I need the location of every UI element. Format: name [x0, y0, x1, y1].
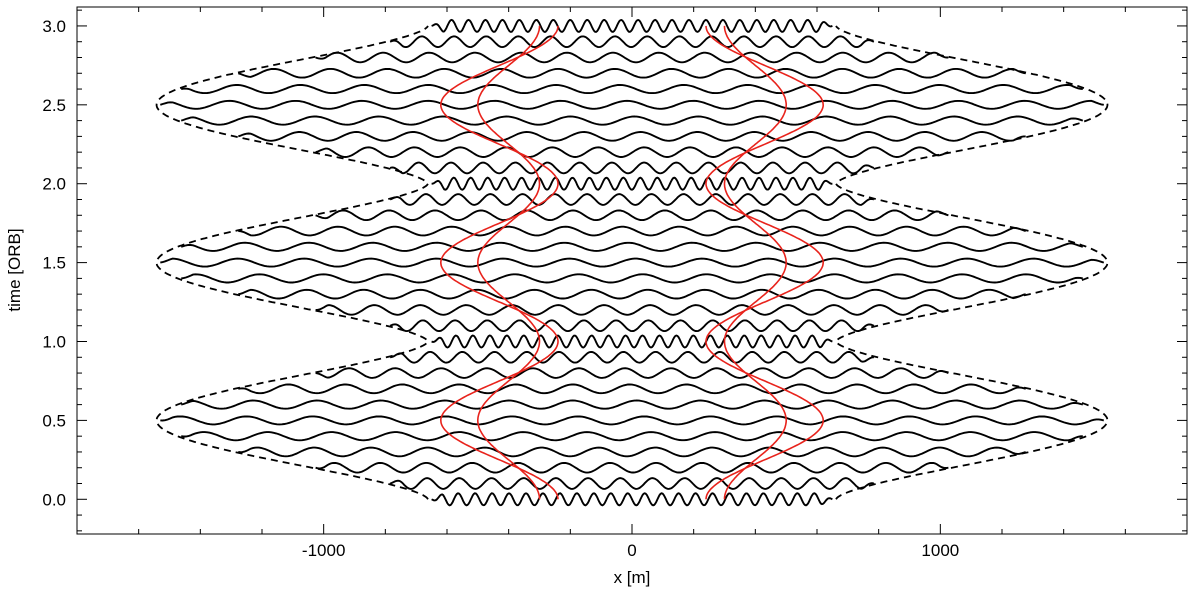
wave-trace: [180, 115, 1084, 126]
y-tick-label: 2.0: [42, 175, 66, 194]
wave-trace: [315, 367, 949, 379]
red-path: [723, 25, 788, 500]
wave-trace: [180, 399, 1084, 410]
x-tick-label: 0: [627, 541, 636, 560]
y-tick-label: 1.0: [42, 333, 66, 352]
x-tick-label: 1000: [921, 541, 959, 560]
red-path: [705, 25, 825, 500]
wave-trace: [180, 241, 1084, 252]
x-axis-label: x [m]: [614, 568, 651, 587]
y-axis-ticks: 0.0 0.5 1.0 1.5 2.0 2.5 3.0: [42, 9, 1187, 532]
wave-trace: [315, 146, 949, 158]
wave-trace: [315, 51, 949, 64]
wave-trace: [315, 304, 949, 316]
wave-trace: [431, 334, 833, 349]
x-axis-ticks: -1000 0 1000: [76, 7, 1188, 560]
wave-trace: [431, 176, 833, 191]
wave-trace: [238, 288, 1026, 300]
wave-trace: [238, 446, 1027, 458]
red-path: [476, 25, 541, 500]
red-paths: [439, 25, 825, 500]
wave-trace: [160, 415, 1105, 426]
wave-trace: [389, 161, 875, 175]
wave-traces: [159, 18, 1105, 507]
wave-trace: [431, 18, 833, 33]
wave-trace: [389, 35, 875, 49]
x-tick-label: -1000: [302, 541, 345, 560]
wave-trace: [389, 350, 874, 364]
wave-trace: [159, 99, 1104, 110]
wave-trace: [181, 273, 1083, 284]
envelope-right: [835, 25, 1109, 500]
wave-trace: [389, 477, 875, 490]
wave-trace: [431, 492, 833, 507]
wave-trace: [315, 209, 949, 222]
y-tick-label: 3.0: [42, 17, 66, 36]
wave-trace: [238, 67, 1026, 79]
envelope-dashed: [155, 25, 1109, 500]
wave-trace: [238, 225, 1027, 237]
wave-trace: [181, 84, 1083, 95]
wave-trace: [389, 319, 875, 333]
wave-trace: [181, 431, 1083, 442]
wave-trace: [160, 257, 1105, 268]
y-axis-label: time [ORB]: [5, 228, 24, 311]
red-path: [439, 25, 559, 500]
wave-trace: [238, 383, 1026, 395]
wave-trace: [389, 193, 875, 206]
y-tick-label: 2.5: [42, 96, 66, 115]
y-tick-label: 1.5: [42, 254, 66, 273]
envelope-left: [155, 25, 429, 500]
wave-trace: [315, 461, 949, 474]
y-tick-label: 0.0: [42, 490, 66, 509]
wave-trace: [237, 131, 1026, 142]
y-tick-label: 0.5: [42, 411, 66, 430]
